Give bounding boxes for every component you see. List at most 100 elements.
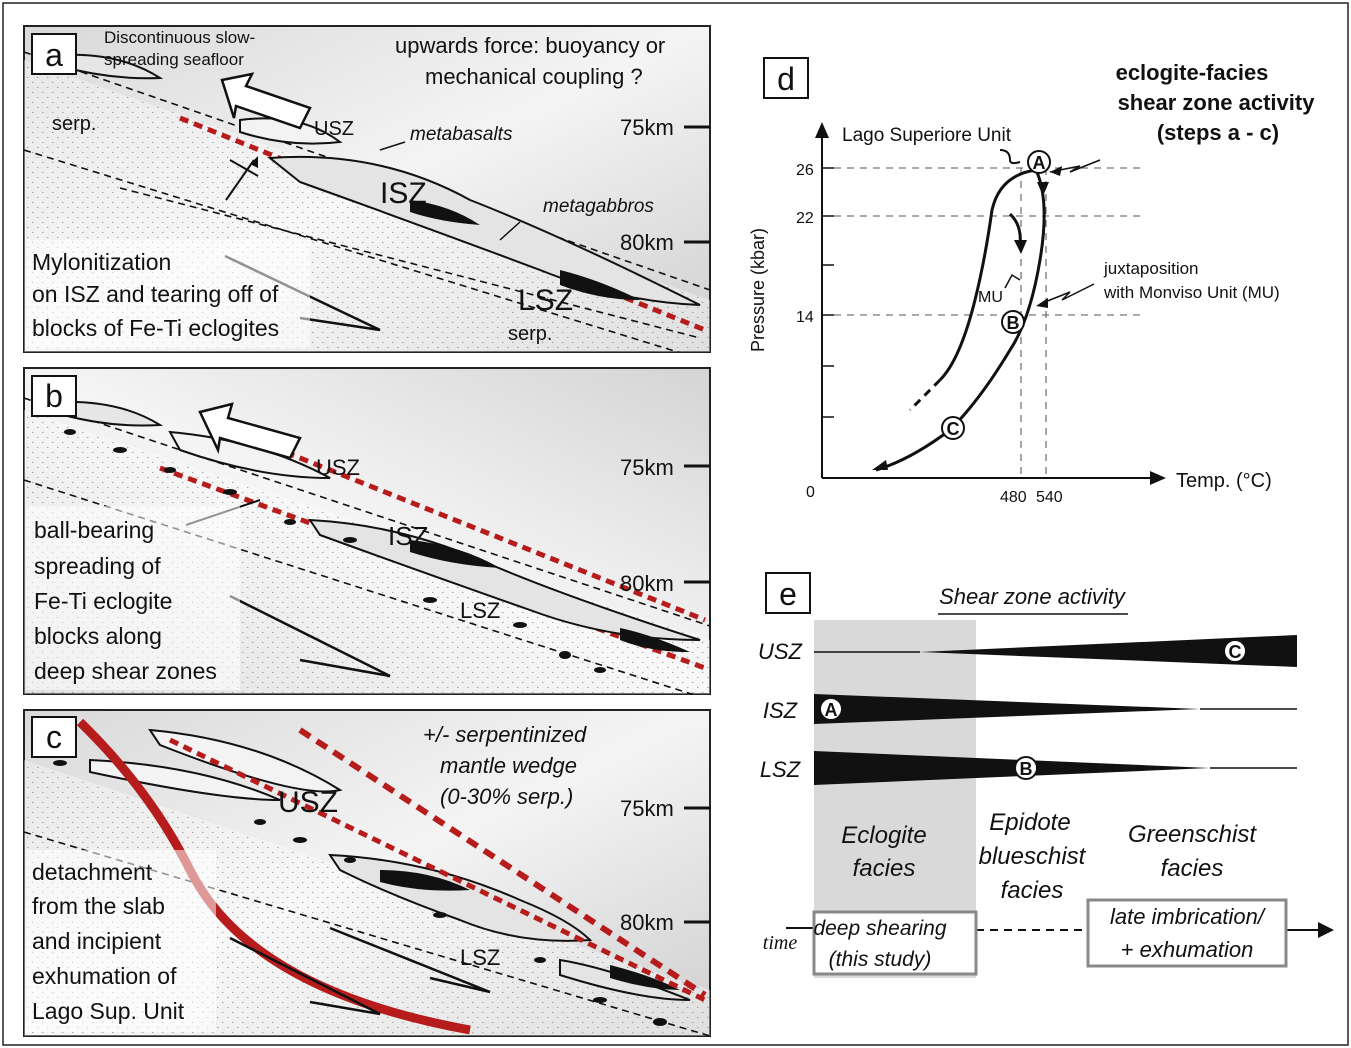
panel-b-caption-line5: deep shear zones xyxy=(34,658,217,684)
panel-b-label-box xyxy=(31,375,77,417)
panel-d-y-axis-label: Pressure (kbar) xyxy=(748,228,768,352)
panel-e-box2-line2: + exhumation xyxy=(1121,937,1254,962)
panel-e-marker-a: A xyxy=(819,697,843,721)
panel-c-caption-line5: Lago Sup. Unit xyxy=(32,998,185,1024)
panel-b-caption-line3: Fe-Ti eclogite xyxy=(34,588,172,614)
panel-c-caption-line2: from the slab xyxy=(32,893,165,919)
panel-a-serp-bottom: serp. xyxy=(508,323,552,345)
panel-a-letter: a xyxy=(45,37,63,73)
panel-c-caption-line3: and incipient xyxy=(32,928,162,954)
panel-d-unit-label: Lago Superiore Unit xyxy=(842,125,1012,146)
panel-a-lsz-label: LSZ xyxy=(518,284,573,317)
panel-b-depth-75: 75km xyxy=(620,455,674,480)
panel-c-lsz-label: LSZ xyxy=(460,945,500,970)
panel-e-time-arrow-icon xyxy=(1318,922,1334,938)
panel-a-caption-line1: Mylonitization xyxy=(32,249,171,275)
panel-d: d eclogite-facies shear zone activity (s… xyxy=(748,57,1316,506)
svg-text:A: A xyxy=(1033,153,1046,173)
panel-c-caption-line1: detachment xyxy=(32,859,153,885)
panel-e-isz-bar xyxy=(814,694,1200,724)
panel-d-juxta-line2: with Monviso Unit (MU) xyxy=(1103,283,1280,302)
panel-b-caption-line1: ball-bearing xyxy=(34,517,154,543)
panel-d-point-a: A xyxy=(1027,150,1051,174)
panel-a-isz-label: ISZ xyxy=(380,177,427,210)
panel-a: a Discontinuous slow- spreading seafloor… xyxy=(23,25,711,353)
panel-a-depth-80: 80km xyxy=(620,230,674,255)
panel-e-marker-c: C xyxy=(1223,639,1247,663)
panel-c-depth-80: 80km xyxy=(620,910,674,935)
panel-e-facies-epidote-line2: blueschist xyxy=(979,843,1087,870)
svg-text:B: B xyxy=(1007,313,1020,333)
svg-text:A: A xyxy=(825,700,838,720)
panel-e-row-usz: USZ xyxy=(758,639,804,664)
panel-b-lsz-label: LSZ xyxy=(460,598,500,623)
panel-b-letter: b xyxy=(45,378,63,414)
panel-b-caption-line2: spreading of xyxy=(34,553,161,579)
panel-d-mu-label: MU xyxy=(978,289,1003,306)
panel-a-metagabbros: metagabbros xyxy=(543,196,654,217)
panel-e-box2-line1: late imbrication/ xyxy=(1110,904,1266,929)
panel-a-force-line2: mechanical coupling ? xyxy=(425,64,643,89)
panel-e: e Shear zone activity USZ ISZ LSZ C A B … xyxy=(758,572,1334,978)
svg-text:B: B xyxy=(1020,759,1033,779)
panel-e-facies-epidote-line1: Epidote xyxy=(989,809,1070,836)
panel-d-x-axis-label: Temp. (°C) xyxy=(1176,470,1272,492)
panel-e-time-label: time xyxy=(763,932,798,954)
panel-b-depth-80: 80km xyxy=(620,571,674,596)
panel-e-label-box xyxy=(765,572,811,614)
panel-b-usz-label: USZ xyxy=(316,455,360,480)
panel-c-depth-75: 75km xyxy=(620,796,674,821)
panel-b-isz-label: ISZ xyxy=(388,521,429,551)
panel-d-title-line3: (steps a - c) xyxy=(1157,120,1279,145)
panel-d-origin: 0 xyxy=(806,484,815,501)
panel-c-wedge-line2: mantle wedge xyxy=(440,753,577,778)
panel-e-facies-epidote-line3: facies xyxy=(1001,877,1064,904)
panel-e-box-deep-shearing xyxy=(812,910,978,976)
panel-d-t-480: 480 xyxy=(1000,489,1027,506)
panel-d-pt-path xyxy=(875,169,1046,472)
panel-d-juxta-line1: juxtaposition xyxy=(1103,259,1199,278)
panel-d-point-b: B xyxy=(1001,310,1025,334)
panel-d-p-26: 26 xyxy=(796,162,814,179)
panel-a-metabasalts: metabasalts xyxy=(410,124,513,145)
panel-e-marker-b: B xyxy=(1014,756,1038,780)
panel-c-label-box xyxy=(31,716,77,758)
panel-a-upward-arrow-icon xyxy=(220,72,312,130)
panel-e-box-late-imbrication xyxy=(1086,898,1288,968)
panel-d-p-22: 22 xyxy=(796,210,814,227)
panel-a-force-line1: upwards force: buoyancy or xyxy=(395,33,665,58)
panel-b-shear-sense-arrow-icon xyxy=(229,594,391,678)
panel-c-usz-label: USZ xyxy=(278,786,338,819)
panel-e-facies-eclogite-line2: facies xyxy=(853,855,916,882)
panel-d-label-box xyxy=(763,57,809,99)
panel-d-title-line2: shear zone activity xyxy=(1118,90,1316,115)
panel-e-facies-greenschist-line2: facies xyxy=(1161,855,1224,882)
panel-a-label-box xyxy=(31,33,77,75)
panel-a-note-line1: Discontinuous slow- xyxy=(104,28,255,47)
panel-e-box1-line2: (this study) xyxy=(829,948,932,971)
panel-b-caption-line4: blocks along xyxy=(34,623,162,649)
panel-d-title-line1: eclogite-facies xyxy=(1116,60,1269,85)
panel-c-wedge-line1: +/- serpentinized xyxy=(423,722,587,747)
svg-text:C: C xyxy=(1229,642,1242,662)
panel-e-facies-greenschist-line1: Greenschist xyxy=(1128,821,1257,848)
panel-c-red-shear-line xyxy=(298,727,707,998)
panel-e-letter: e xyxy=(779,576,797,612)
panel-a-depth-75: 75km xyxy=(620,115,674,140)
panel-e-row-lsz: LSZ xyxy=(760,757,802,782)
panel-e-lsz-bar xyxy=(814,751,1210,785)
panel-c: c +/- serpentinized mantle wedge (0-30% … xyxy=(23,709,711,1037)
panel-b: b 75km 80km USZ ISZ LSZ ball-bearing spr… xyxy=(23,367,711,695)
panel-d-p-14: 14 xyxy=(796,309,814,326)
panel-e-row-isz: ISZ xyxy=(763,698,799,723)
panel-d-letter: d xyxy=(777,61,795,97)
panel-e-usz-bar xyxy=(920,635,1297,667)
panel-d-point-c: C xyxy=(941,416,965,440)
panel-b-upward-arrow-icon xyxy=(198,402,302,460)
panel-a-caption-line3: blocks of Fe-Ti eclogites xyxy=(32,315,279,341)
panel-a-note-line2: spreading seafloor xyxy=(104,50,244,69)
panel-a-caption-line2: on ISZ and tearing off of xyxy=(32,281,279,307)
panel-c-caption-line4: exhumation of xyxy=(32,963,177,989)
panel-e-facies-eclogite-line1: Eclogite xyxy=(841,822,926,849)
